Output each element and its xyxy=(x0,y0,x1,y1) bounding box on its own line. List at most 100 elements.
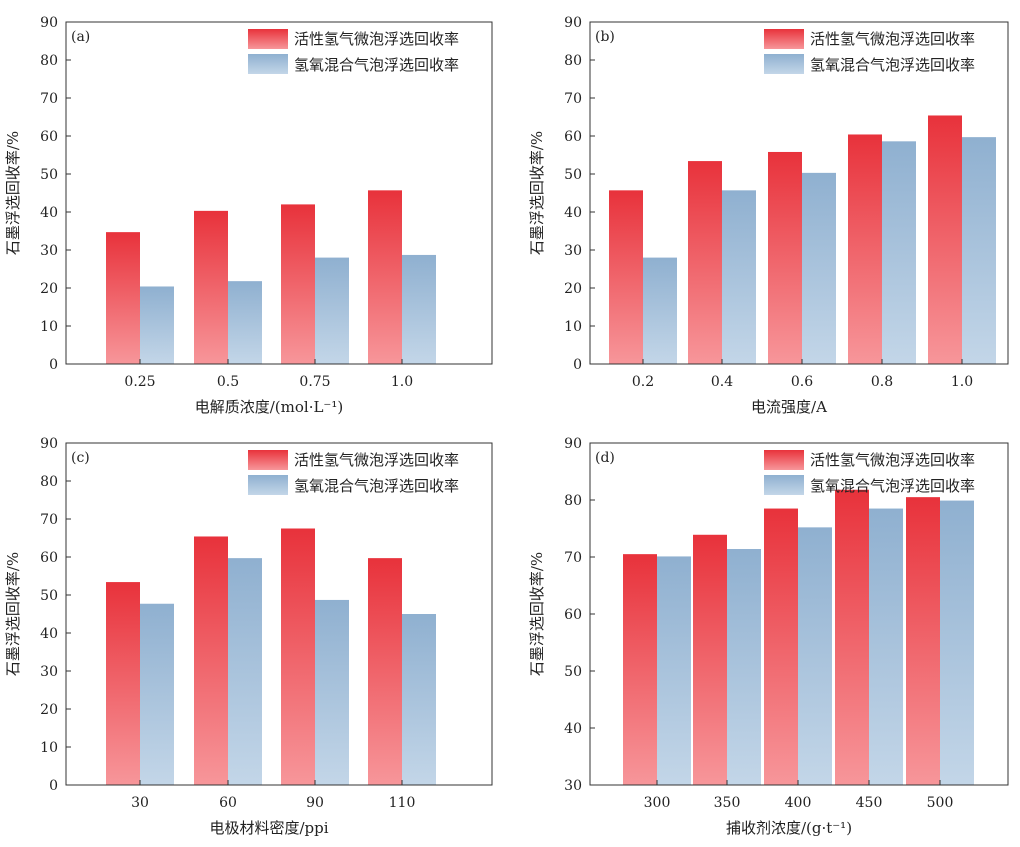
panel-label: (b) xyxy=(595,29,615,45)
panels: 0.25 0.5 0.75 1.0 0 10 20 30 40 50 60 70 80 90 (a) 活性氢气… xyxy=(4,15,1009,837)
panel-label: (c) xyxy=(71,450,90,466)
y-tick-label: 70 xyxy=(40,512,58,528)
y-tick-label: 20 xyxy=(40,281,58,297)
x-tick-label: 500 xyxy=(927,795,954,811)
legend-swatch-series-a xyxy=(248,29,288,49)
x-tick-label: 110 xyxy=(389,795,416,811)
x-tick-label: 90 xyxy=(306,795,324,811)
y-tick-label: 60 xyxy=(564,607,582,623)
y-tick-label: 40 xyxy=(564,721,582,737)
bar-series-a xyxy=(768,151,802,364)
chart-panel: 30 60 90 110 0 10 20 30 40 50 60 70 80 90 (c) 活性氢气微泡浮选回… xyxy=(4,436,493,837)
legend-swatch-series-b xyxy=(248,475,288,495)
y-tick-label: 40 xyxy=(40,205,58,221)
bar-series-a xyxy=(623,554,657,785)
legend-label-series-a: 活性氢气微泡浮选回收率 xyxy=(810,451,975,469)
bar-series-b xyxy=(228,281,262,364)
y-tick-label: 90 xyxy=(40,15,58,31)
y-tick-label: 70 xyxy=(564,550,582,566)
x-tick-label: 1.0 xyxy=(391,374,413,390)
x-tick-label: 0.2 xyxy=(632,374,654,390)
x-axis-title: 电极材料密度/ppi xyxy=(209,819,328,837)
legend-label-series-b: 氢氧混合气泡浮选回收率 xyxy=(810,56,975,74)
y-tick-label: 0 xyxy=(49,357,58,373)
y-tick-label: 50 xyxy=(564,167,582,183)
x-tick-label: 0.5 xyxy=(217,374,239,390)
legend-swatch-series-b xyxy=(764,54,804,74)
y-tick-label: 90 xyxy=(564,15,582,31)
bar-series-a xyxy=(194,536,228,785)
chart-panel: 0.2 0.4 0.6 0.8 1.0 0 10 20 30 40 50 60 70 80 90 (b) 活性氢… xyxy=(528,15,1009,416)
x-tick-label: 350 xyxy=(714,795,741,811)
x-axis-title: 电流强度/A xyxy=(751,398,827,416)
bar-series-b xyxy=(140,286,174,364)
x-tick-label: 0.6 xyxy=(791,374,813,390)
y-tick-label: 80 xyxy=(564,493,582,509)
y-axis-title: 石墨浮选回收率/% xyxy=(528,552,546,676)
legend-swatch-series-a xyxy=(764,29,804,49)
bar-series-a xyxy=(688,161,722,364)
bar-series-b xyxy=(727,549,761,785)
y-axis-title: 石墨浮选回收率/% xyxy=(4,552,22,676)
y-tick-label: 90 xyxy=(564,436,582,452)
y-tick-label: 40 xyxy=(564,205,582,221)
bar-series-b xyxy=(643,257,677,364)
plot-frame xyxy=(65,442,493,786)
bar-series-b xyxy=(140,603,174,785)
bar-series-a xyxy=(764,508,798,785)
bar-series-b xyxy=(402,254,436,364)
x-axis-title: 捕收剂浓度/(g·t⁻¹) xyxy=(726,819,852,837)
bar-series-b xyxy=(402,614,436,785)
y-tick-label: 30 xyxy=(564,778,582,794)
legend-swatch-series-a xyxy=(248,450,288,470)
legend-label-series-b: 氢氧混合气泡浮选回收率 xyxy=(294,477,459,495)
y-tick-label: 80 xyxy=(564,53,582,69)
y-tick-label: 60 xyxy=(40,550,58,566)
y-tick-label: 50 xyxy=(564,664,582,680)
bar-series-b xyxy=(802,172,836,364)
bar-series-b xyxy=(962,137,996,364)
bar-series-a xyxy=(368,190,402,364)
bar-series-a xyxy=(928,115,962,364)
bar-series-b xyxy=(315,257,349,364)
bar-series-b xyxy=(228,558,262,785)
x-tick-label: 300 xyxy=(644,795,671,811)
y-axis-title: 石墨浮选回收率/% xyxy=(528,131,546,255)
legend-swatch-series-a xyxy=(764,450,804,470)
bar-series-a xyxy=(194,210,228,364)
plot-frame xyxy=(589,21,1009,365)
y-tick-label: 60 xyxy=(40,129,58,145)
legend-swatch-series-b xyxy=(764,475,804,495)
y-tick-label: 80 xyxy=(40,53,58,69)
y-tick-label: 30 xyxy=(40,664,58,680)
panel-label: (a) xyxy=(71,29,90,45)
y-tick-label: 10 xyxy=(40,740,58,756)
y-tick-label: 40 xyxy=(40,626,58,642)
y-tick-label: 20 xyxy=(40,702,58,718)
x-tick-label: 30 xyxy=(131,795,149,811)
y-tick-label: 30 xyxy=(564,243,582,259)
y-tick-label: 50 xyxy=(40,588,58,604)
bar-series-a xyxy=(835,489,869,785)
x-axis-title: 电解质浓度/(mol·L⁻¹) xyxy=(195,398,343,416)
legend-swatch-series-b xyxy=(248,54,288,74)
bar-series-a xyxy=(106,582,140,785)
bar-series-a xyxy=(609,190,643,364)
legend-label-series-a: 活性氢气微泡浮选回收率 xyxy=(810,30,975,48)
y-tick-label: 10 xyxy=(40,319,58,335)
x-tick-label: 0.75 xyxy=(299,374,330,390)
chart-panel: 300 350 400 450 500 30 40 50 60 70 80 90 (d) 活性氢气微泡浮选… xyxy=(528,436,1009,837)
y-tick-label: 10 xyxy=(564,319,582,335)
bar-series-a xyxy=(368,558,402,785)
bar-series-a xyxy=(848,134,882,364)
bar-series-b xyxy=(882,141,916,364)
y-tick-label: 70 xyxy=(564,91,582,107)
y-tick-label: 70 xyxy=(40,91,58,107)
y-tick-label: 0 xyxy=(49,778,58,794)
y-tick-label: 60 xyxy=(564,129,582,145)
bar-series-a xyxy=(281,528,315,785)
y-tick-label: 30 xyxy=(40,243,58,259)
x-tick-label: 0.4 xyxy=(711,374,733,390)
y-axis-title: 石墨浮选回收率/% xyxy=(4,131,22,255)
